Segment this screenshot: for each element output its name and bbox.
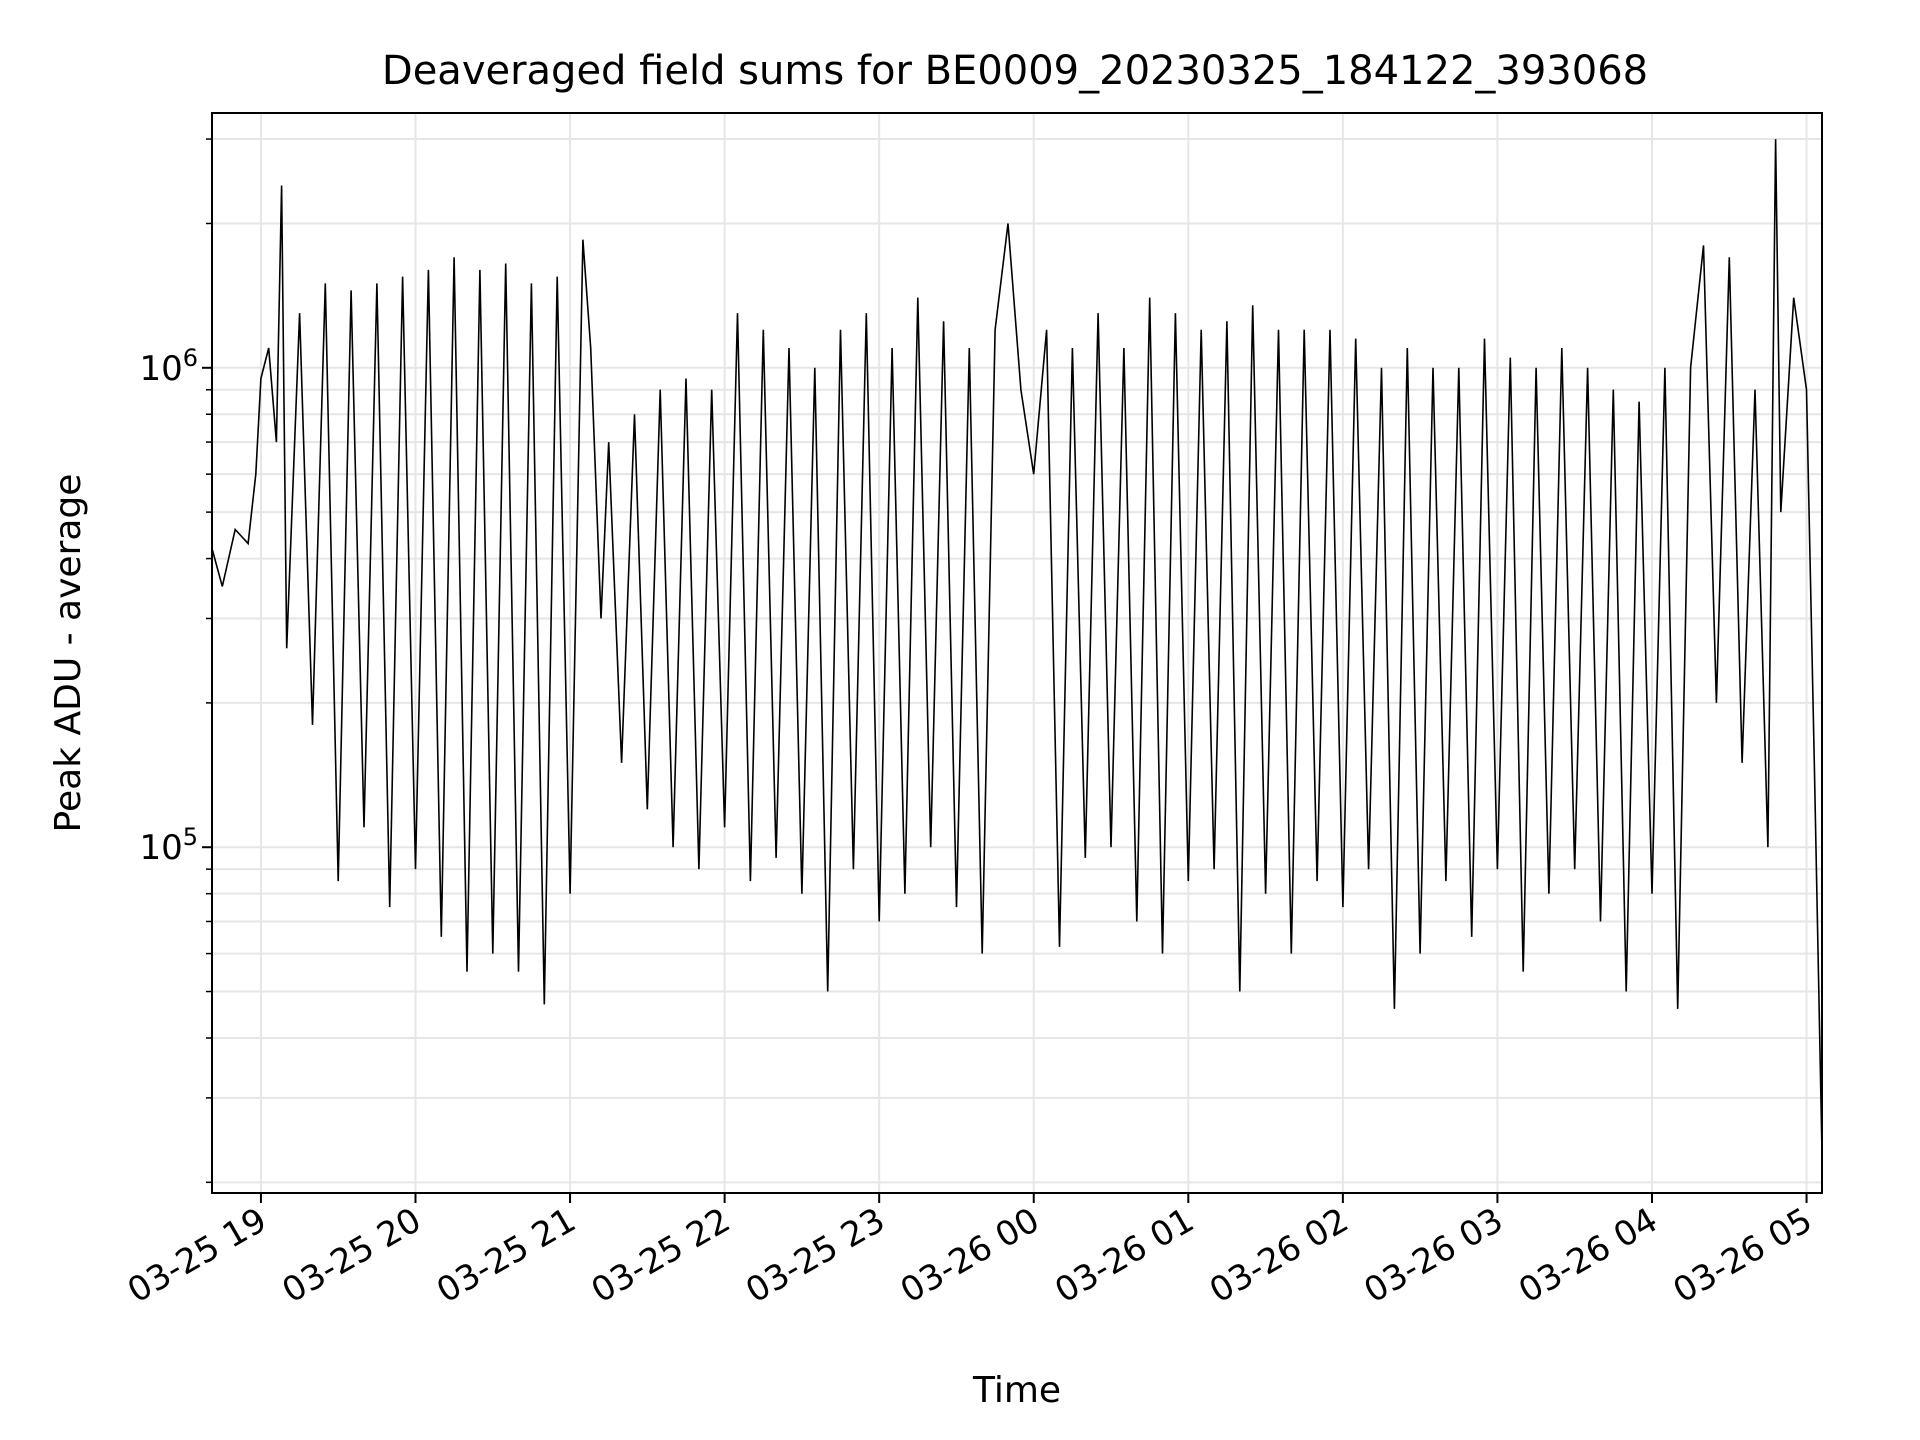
y-axis: 105 106	[139, 138, 212, 1184]
x-tick-label: 03-26 04	[1512, 1200, 1664, 1311]
x-tick-label: 03-25 19	[121, 1200, 273, 1311]
series-line-0	[211, 139, 1823, 1154]
x-tick-label: 03-26 02	[1203, 1200, 1355, 1311]
x-axis-label: Time	[972, 1370, 1061, 1411]
y-tick-label: 106	[139, 344, 198, 389]
y-tick-label: 105	[139, 823, 198, 868]
series-layer	[211, 139, 1823, 1154]
x-tick-label: 03-26 00	[894, 1200, 1046, 1311]
x-tick-label: 03-25 23	[739, 1200, 891, 1311]
x-tick-label: 03-26 01	[1048, 1200, 1200, 1311]
x-tick-label: 03-25 20	[276, 1200, 428, 1311]
grid	[212, 113, 1822, 1193]
x-tick-label: 03-26 05	[1667, 1200, 1819, 1311]
x-tick-label: 03-25 21	[430, 1200, 582, 1311]
plot-frame	[211, 112, 1823, 1194]
chart-title: Deaveraged field sums for BE0009_2023032…	[382, 48, 1648, 94]
x-tick-label: 03-26 03	[1358, 1200, 1510, 1311]
x-axis: 03-25 19 03-25 20 03-25 21 03-25 22 03-25 23…	[121, 1193, 1819, 1311]
x-tick-label: 03-25 22	[585, 1200, 737, 1311]
y-axis-label: Peak ADU - average	[48, 474, 89, 833]
